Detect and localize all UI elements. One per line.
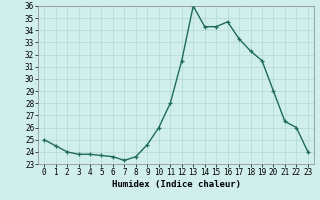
X-axis label: Humidex (Indice chaleur): Humidex (Indice chaleur) [111, 180, 241, 189]
